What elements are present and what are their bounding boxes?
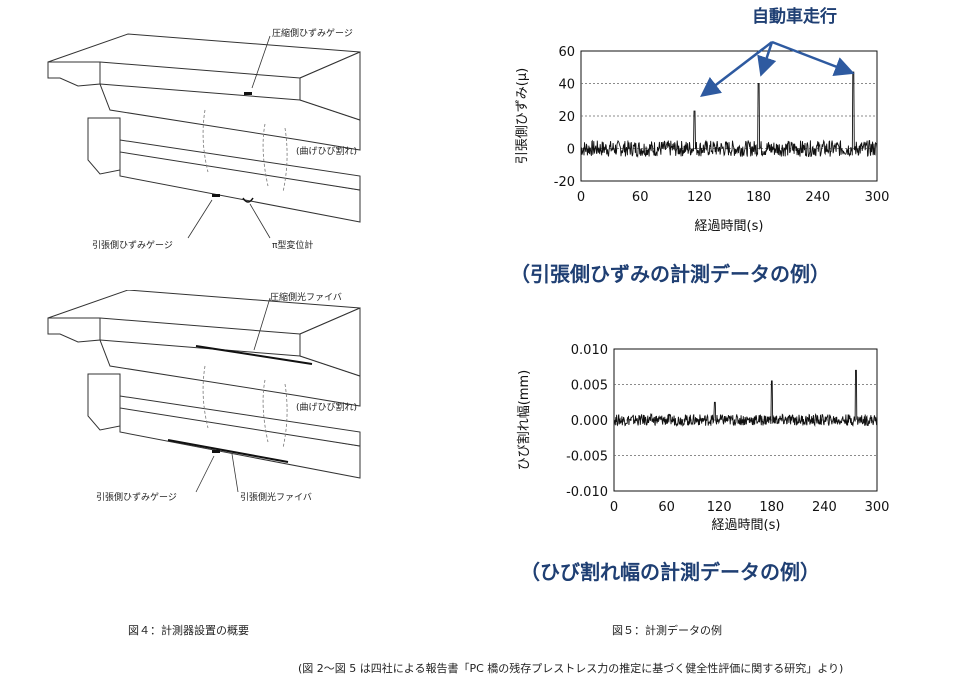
label-tension-gauge-2: 引張側ひずみゲージ (96, 491, 177, 503)
girder-diagram-2: 圧縮側光ファイバ (曲げひび割れ) 引張側ひずみゲージ 引張側光ファイバ (47, 290, 361, 503)
label-pi-gauge: π型変位計 (272, 239, 313, 251)
x-tick-label: 180 (746, 190, 771, 205)
y-tick-label: 0.005 (571, 379, 608, 394)
crack-x-axis-title: 経過時間(s) (712, 518, 781, 533)
crack-series-line (613, 369, 878, 428)
y-tick-label: -20 (554, 175, 575, 190)
strain-x-axis-title: 経過時間(s) (695, 219, 764, 234)
girder-diagram-1: 圧縮側ひずみゲージ (曲げひび割れ) 引張側ひずみゲージ π型変位計 (47, 27, 361, 251)
label-compression-gauge: 圧縮側ひずみゲージ (272, 27, 353, 39)
y-tick-label: 0.000 (571, 414, 608, 429)
x-tick-label: 300 (865, 500, 890, 515)
crack-chart-caption: （ひび割れ幅の計測データの例） (520, 560, 820, 584)
strain-series-line (580, 71, 878, 159)
x-tick-label: 300 (865, 190, 890, 205)
label-bending-crack-1: (曲げひび割れ) (296, 145, 357, 157)
y-tick-label: 0 (567, 143, 575, 158)
y-tick-label: 40 (558, 78, 575, 93)
x-tick-label: 180 (759, 500, 784, 515)
x-tick-label: 60 (632, 190, 649, 205)
label-tension-fiber: 引張側光ファイバ (240, 491, 312, 503)
x-tick-label: 0 (610, 500, 618, 515)
x-tick-label: 240 (812, 500, 837, 515)
x-tick-label: 60 (658, 500, 675, 515)
y-tick-label: 0.010 (571, 343, 608, 358)
arrow-to-peak-2 (757, 41, 777, 77)
y-tick-label: 60 (558, 45, 575, 60)
y-tick-label: -0.010 (566, 485, 608, 500)
crack-y-axis-title: ひび割れ幅(mm) (516, 370, 532, 470)
arrow-to-peak-3 (771, 40, 855, 76)
strain-y-axis-title: 引張側ひずみ(μ) (515, 68, 530, 164)
y-tick-label: -0.005 (566, 450, 608, 465)
figure5-caption: 図５：計測データの例 (612, 624, 722, 637)
x-tick-label: 120 (707, 500, 732, 515)
y-tick-label: 20 (558, 110, 575, 125)
label-compression-fiber: 圧縮側光ファイバ (270, 291, 342, 303)
figure4-caption: 図４：計測器設置の概要 (128, 624, 249, 637)
arrow-to-peak-1 (700, 41, 773, 98)
vehicle-annotation: 自動車走行 (752, 7, 837, 27)
crack-width-chart: -0.010 -0.005 0.000 0.005 0.010 0 60 120 180 240 3… (516, 343, 890, 533)
x-tick-label: 240 (805, 190, 830, 205)
source-note: (図 2〜図 5 は四社による報告書「PC 橋の残存プレストレス力の推定に基づく… (298, 662, 844, 675)
annotation-arrows (700, 40, 855, 98)
label-tension-gauge-1: 引張側ひずみゲージ (92, 239, 173, 251)
strain-chart-caption: （引張側ひずみの計測データの例） (510, 262, 830, 286)
x-tick-label: 120 (687, 190, 712, 205)
x-tick-label: 0 (577, 190, 585, 205)
label-bending-crack-2: (曲げひび割れ) (296, 401, 357, 413)
